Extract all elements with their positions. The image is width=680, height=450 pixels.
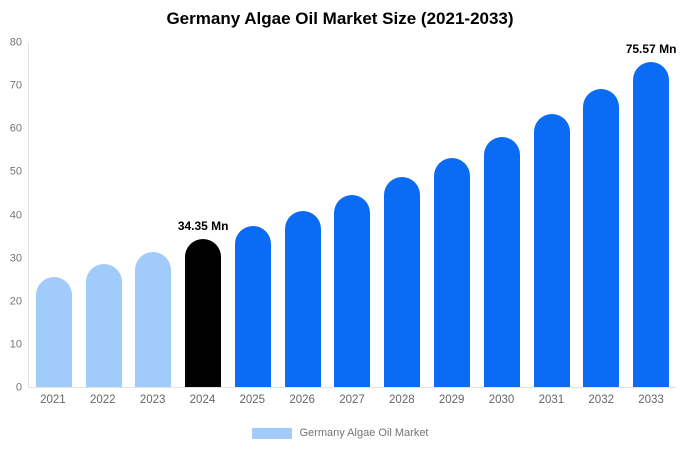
y-axis: 0 10 20 30 40 50 60 70 80	[0, 37, 24, 393]
x-tick-label-2025: 2025	[239, 394, 266, 406]
bar-2023[interactable]	[135, 252, 172, 387]
bar-value-label-2024: 34.35 Mn	[177, 219, 229, 234]
y-tick-label-50: 50	[9, 165, 22, 178]
bar-2028[interactable]	[384, 177, 421, 387]
bar-cell-2030	[477, 43, 527, 387]
bar-cell-2021	[29, 43, 79, 387]
bar-2032[interactable]	[583, 89, 620, 387]
bar-2026[interactable]	[284, 211, 321, 387]
bars-container: 34.35 Mn 75.57 Mn	[29, 43, 676, 387]
x-tick-label-2032: 2032	[588, 394, 614, 406]
bar-2025[interactable]	[234, 225, 271, 387]
bar-2027[interactable]	[334, 194, 371, 387]
bar-2030[interactable]	[483, 137, 520, 387]
plot-area: 34.35 Mn 75.57 Mn	[28, 43, 676, 388]
y-tick-label-20: 20	[9, 295, 22, 308]
legend[interactable]: Germany Algae Oil Market	[0, 427, 680, 439]
y-tick-label-60: 60	[9, 122, 22, 135]
x-tick-label-2028: 2028	[389, 394, 415, 406]
x-axis: 2021 2022 2023 2024 2025 2026 2027 2028 2029 2030…	[28, 394, 676, 406]
x-tick-label-2026: 2026	[289, 394, 315, 406]
bar-value-label-2033: 75.57 Mn	[625, 42, 677, 57]
x-tick-label-2021: 2021	[40, 394, 66, 406]
bar-cell-2028	[377, 43, 427, 387]
chart-title: Germany Algae Oil Market Size (2021-2033…	[166, 9, 514, 28]
bar-cell-2022	[79, 43, 129, 387]
x-tick-label-2022: 2022	[89, 394, 116, 406]
y-tick-label-30: 30	[9, 252, 22, 265]
bar-cell-2031	[527, 43, 577, 387]
bar-2029[interactable]	[434, 158, 470, 387]
legend-label: Germany Algae Oil Market	[299, 427, 429, 439]
y-tick-label-70: 70	[9, 79, 22, 92]
bar-cell-2023	[129, 43, 179, 387]
bar-cell-2024: 34.35 Mn	[177, 43, 229, 387]
x-tick-label-2024: 2024	[189, 394, 216, 406]
x-tick-label-2029: 2029	[438, 394, 465, 406]
bar-cell-2032	[576, 43, 626, 387]
bar-2024[interactable]	[185, 239, 222, 387]
bar-cell-2029	[427, 43, 477, 387]
bar-cell-2027	[328, 43, 378, 387]
bar-cell-2026	[278, 43, 328, 387]
bar-cell-2025	[228, 43, 278, 387]
bar-cell-2033: 75.57 Mn	[626, 43, 676, 387]
bar-2033[interactable]	[633, 62, 670, 387]
bar-2031[interactable]	[533, 114, 570, 387]
y-tick-label-10: 10	[9, 338, 22, 351]
y-tick-label-40: 40	[9, 209, 22, 221]
x-tick-label-2027: 2027	[339, 394, 365, 406]
x-tick-label-2023: 2023	[139, 394, 166, 406]
y-tick-label-0: 0	[15, 381, 22, 394]
bar-2022[interactable]	[85, 264, 122, 387]
x-tick-label-2031: 2031	[538, 394, 565, 406]
y-tick-label-80: 80	[9, 36, 22, 49]
x-tick-label-2033: 2033	[638, 394, 664, 406]
x-tick-label-2030: 2030	[488, 394, 515, 406]
legend-swatch	[251, 427, 292, 439]
bar-2021[interactable]	[35, 276, 72, 387]
